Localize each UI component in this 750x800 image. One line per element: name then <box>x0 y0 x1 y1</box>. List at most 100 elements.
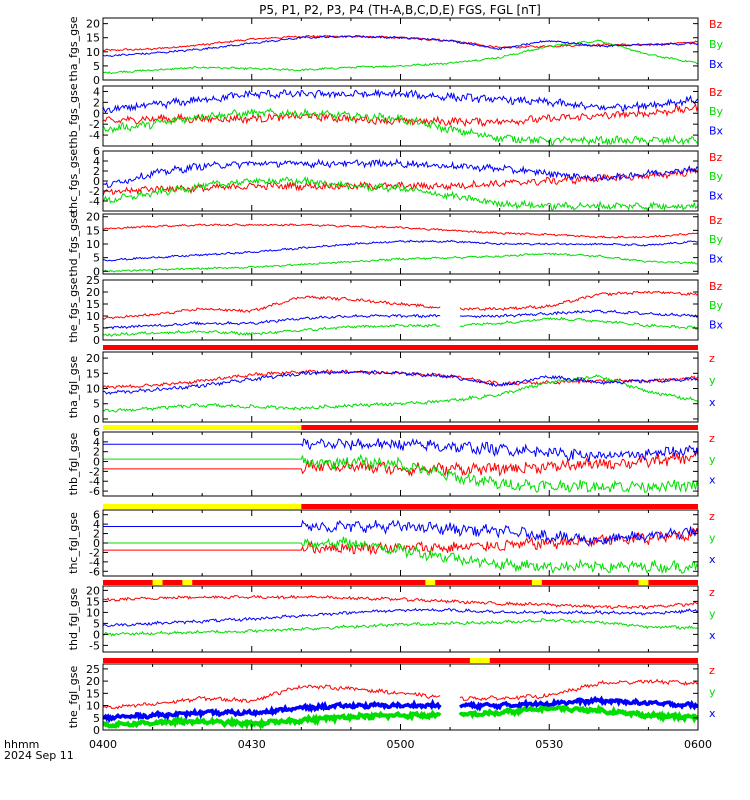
y-tick-label: 20 <box>86 211 100 224</box>
y-tick-label: -4 <box>89 129 100 142</box>
y-tick-label: 4 <box>93 155 100 168</box>
legend-label-bz: Bz <box>709 280 723 293</box>
legend-label-z: z <box>709 586 715 599</box>
series-line-y <box>103 700 698 730</box>
y-tick-label: 0 <box>93 413 100 426</box>
y-tick-label: -6 <box>89 485 100 498</box>
legend-label-x: x <box>709 553 716 566</box>
y-tick-label: 0 <box>93 107 100 120</box>
y-tick-label: 2 <box>93 446 100 459</box>
y-axis-label: thd_fgs_gse <box>67 211 80 277</box>
y-tick-label: -2 <box>89 118 100 131</box>
series-line-x <box>103 519 698 547</box>
legend-label-x: x <box>709 629 716 642</box>
series-line-bz <box>103 168 698 197</box>
x-tick-label: 0600 <box>684 738 712 751</box>
series-line-bz <box>103 102 698 128</box>
y-tick-label: 10 <box>86 383 100 396</box>
y-tick-label: 20 <box>86 675 100 688</box>
y-tick-label: -5 <box>89 639 100 652</box>
legend-label-by: By <box>709 105 724 118</box>
series-line-bz <box>103 223 698 239</box>
series-line-z <box>103 451 698 478</box>
y-tick-label: 15 <box>86 298 100 311</box>
legend-label-x: x <box>709 396 716 409</box>
series-line-y <box>103 536 698 575</box>
series-line-z <box>103 678 698 710</box>
y-tick-label: 25 <box>86 274 100 287</box>
quality-flag-bar <box>103 504 698 509</box>
panel-frame <box>102 351 699 423</box>
legend-label-y: y <box>709 532 716 545</box>
y-tick-label: 0 <box>93 175 100 188</box>
y-tick-label: -4 <box>89 475 100 488</box>
series-line-bx <box>103 88 698 114</box>
legend-label-y: y <box>709 686 716 699</box>
y-tick-label: 0 <box>93 628 100 641</box>
y-tick-label: 0 <box>93 456 100 469</box>
series-line-bx <box>103 239 698 262</box>
quality-flag-bar <box>103 345 698 350</box>
y-tick-label: 6 <box>93 426 100 439</box>
y-tick-label: 10 <box>86 606 100 619</box>
y-tick-label: 2 <box>93 96 100 109</box>
y-tick-label: 2 <box>93 165 100 178</box>
legend-label-bz: Bz <box>709 151 723 164</box>
series-line-x <box>103 369 698 395</box>
quality-flag-segment <box>182 580 193 585</box>
legend-label-by: By <box>709 233 724 246</box>
legend-label-z: z <box>709 432 715 445</box>
series-line-by <box>103 107 698 146</box>
chart-title: P5, P1, P2, P3, P4 (TH-A,B,C,D,E) FGS, F… <box>259 3 541 17</box>
y-tick-label: 10 <box>86 46 100 59</box>
legend-label-y: y <box>709 374 716 387</box>
y-axis-label: thd_fgl_gse <box>67 587 80 650</box>
y-tick-label: 0 <box>93 74 100 87</box>
series-line-bx <box>103 158 698 189</box>
series-line-bx <box>103 34 698 58</box>
y-tick-label: -6 <box>89 565 100 578</box>
y-tick-label: 6 <box>93 145 100 158</box>
y-tick-label: 5 <box>93 398 100 411</box>
y-tick-label: 5 <box>93 322 100 335</box>
y-axis-label: the_fgs_gse <box>67 277 80 342</box>
legend-label-bx: Bx <box>709 252 724 265</box>
date-label: 2024 Sep 11 <box>4 749 74 762</box>
y-tick-label: 4 <box>93 436 100 449</box>
legend-label-x: x <box>709 474 716 487</box>
y-tick-label: -2 <box>89 546 100 559</box>
y-axis-label: thb_fgs_gse <box>67 83 80 149</box>
legend-label-by: By <box>709 170 724 183</box>
legend-label-x: x <box>709 707 716 720</box>
y-axis-label: thc_fgs_gse <box>67 149 80 214</box>
y-tick-label: 5 <box>93 252 100 265</box>
legend-label-bx: Bx <box>709 189 724 202</box>
legend-label-bx: Bx <box>709 58 724 71</box>
series-line-by <box>103 316 698 338</box>
legend-label-bz: Bz <box>709 214 723 227</box>
time-axis: 0400 0430 0500 0530 0600 <box>89 18 712 751</box>
x-tick-label: 0430 <box>238 738 266 751</box>
panel-tha-fgl-gse: 0 5 10 15 20 tha_fgl_gse zyx <box>67 345 716 426</box>
series-line-by <box>103 252 698 273</box>
y-axis-label: the_fgl_gse <box>67 666 80 729</box>
series-line-x <box>103 437 698 463</box>
y-tick-label: 15 <box>86 224 100 237</box>
legend-label-bz: Bz <box>709 18 723 31</box>
time-axis-unit-label: hhmm <box>4 738 39 751</box>
legend-label-y: y <box>709 608 716 621</box>
y-tick-label: 10 <box>86 700 100 713</box>
y-tick-label: 20 <box>86 286 100 299</box>
y-tick-label: 15 <box>86 687 100 700</box>
series-line-by <box>103 176 698 211</box>
quality-flag-segment <box>425 580 436 585</box>
y-axis-label: thb_fgl_gse <box>67 432 80 495</box>
series-line-by <box>103 39 698 75</box>
y-tick-label: 15 <box>86 32 100 45</box>
